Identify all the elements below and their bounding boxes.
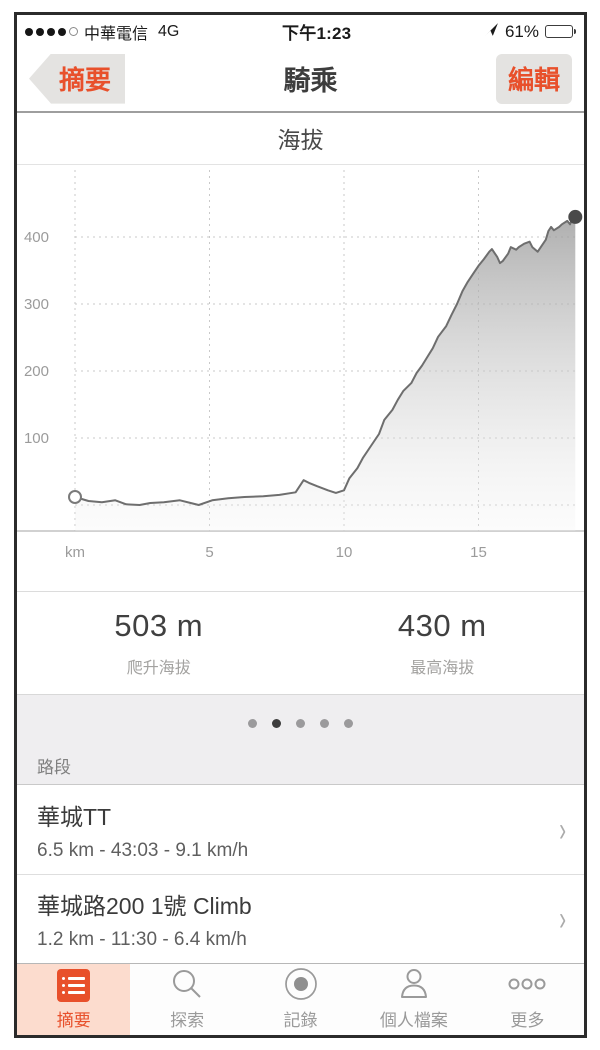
tab-more[interactable]: 更多: [471, 964, 584, 1035]
svg-text:100: 100: [24, 430, 49, 447]
divider: [17, 591, 584, 593]
segment-title: 華城路200 1號 Climb: [37, 893, 252, 920]
stat-elevation-gain: 503 m 爬升海拔: [17, 608, 301, 678]
list-icon: [57, 966, 91, 1004]
nav-bar: 摘要 騎乘 編輯: [17, 46, 584, 113]
edit-button[interactable]: 編輯: [495, 53, 572, 104]
stats-row: 503 m 爬升海拔 430 m 最高海拔: [17, 592, 584, 693]
location-arrow-icon: [484, 22, 499, 42]
more-icon: [505, 966, 549, 1004]
tab-profile[interactable]: 個人檔案: [357, 964, 470, 1035]
svg-text:km: km: [65, 544, 85, 561]
segment-stats: 1.2 km - 11:30 - 6.4 km/h: [37, 929, 247, 951]
tab-label: 探索: [170, 1011, 205, 1031]
segment-stats: 6.5 km - 43:03 - 9.1 km/h: [37, 839, 249, 861]
tab-label: 個人檔案: [379, 1011, 448, 1031]
tab-explore[interactable]: 探索: [130, 964, 243, 1035]
stat-value: 430 m: [397, 607, 487, 643]
page-dots: [17, 718, 584, 728]
network-type-label: 4G: [158, 22, 180, 40]
svg-text:200: 200: [24, 363, 49, 380]
svg-text:10: 10: [336, 544, 353, 561]
page-dot[interactable]: [320, 718, 329, 728]
status-bar: 中華電信 4G 下午1:23 61%: [17, 15, 584, 47]
tab-label: 摘要: [56, 1011, 91, 1031]
pager-section: 路段: [17, 693, 584, 786]
stat-value: 503 m: [114, 607, 204, 643]
phone-screen: 中華電信 4G 下午1:23 61% 摘要 騎乘 編輯 海拔: [14, 12, 587, 1038]
page-dot[interactable]: [296, 718, 305, 728]
signal-strength-icon: [25, 27, 78, 37]
segment-title: 華城TT: [37, 803, 112, 830]
svg-text:15: 15: [470, 544, 487, 561]
profile-icon: [396, 966, 432, 1004]
battery-percent-label: 61%: [504, 21, 539, 41]
tab-bar: 摘要 探索 記錄 個人檔案 更多: [17, 963, 584, 1035]
segments-header: 路段: [37, 758, 71, 778]
stat-label: 最高海拔: [410, 659, 475, 677]
svg-text:5: 5: [205, 544, 213, 561]
record-icon: [283, 966, 319, 1004]
page-dot[interactable]: [248, 718, 257, 728]
tab-label: 更多: [510, 1011, 545, 1031]
page-dot[interactable]: [344, 718, 353, 728]
carrier-label: 中華電信: [84, 25, 149, 43]
search-icon: [169, 966, 205, 1004]
chevron-right-icon: ›: [558, 900, 566, 939]
tab-summary[interactable]: 摘要: [17, 964, 131, 1035]
svg-text:400: 400: [24, 229, 49, 246]
page-title: 騎乘: [283, 66, 338, 97]
clock-label: 下午1:23: [282, 24, 352, 44]
back-button[interactable]: 摘要: [29, 53, 126, 104]
battery-icon: [545, 25, 576, 39]
svg-text:300: 300: [24, 296, 49, 313]
tab-label: 記錄: [283, 1011, 318, 1031]
page-dot[interactable]: [272, 718, 281, 728]
tab-record[interactable]: 記錄: [244, 964, 357, 1035]
segment-row[interactable]: 華城TT 6.5 km - 43:03 - 9.1 km/h ›: [17, 785, 584, 875]
stat-label: 爬升海拔: [126, 659, 191, 677]
chart-title: 海拔: [17, 113, 584, 166]
stat-max-elevation: 430 m 最高海拔: [301, 608, 585, 678]
segment-row[interactable]: 華城路200 1號 Climb 1.2 km - 11:30 - 6.4 km/…: [17, 874, 584, 964]
elevation-chart[interactable]: 100 200 300 400 km 5 10 15: [17, 165, 584, 565]
chevron-right-icon: ›: [558, 810, 566, 849]
